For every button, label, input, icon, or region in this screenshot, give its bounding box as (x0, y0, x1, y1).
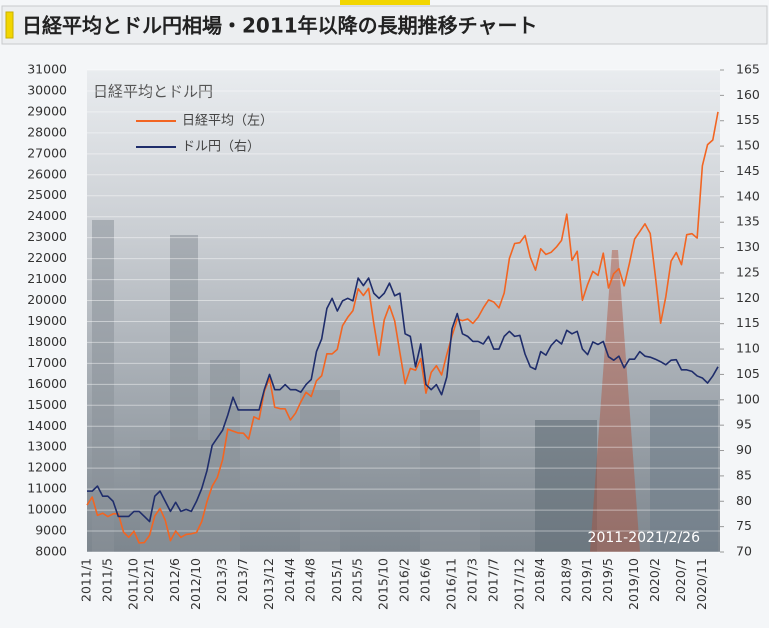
series-line (87, 277, 719, 523)
x-tick-label: 2017/3 (464, 558, 479, 602)
x-tick-label: 2019/5 (600, 558, 615, 602)
header-marker (5, 11, 14, 39)
x-tick-label: 2014/8 (303, 558, 318, 602)
y-tick-label: 12000 (27, 460, 67, 475)
y-tick-label: 15000 (27, 397, 67, 412)
tower (590, 250, 640, 552)
x-tick-label: 2016/2 (397, 558, 412, 602)
y-tick-label: 11000 (27, 481, 67, 496)
x-tick-label: 2019/10 (626, 558, 641, 610)
y-tick-label: 30000 (27, 82, 67, 97)
y-tick-label: 20000 (27, 292, 67, 307)
y2-tick-label: 105 (736, 366, 760, 381)
x-tick-label: 2014/4 (282, 558, 297, 602)
x-tick-label: 2012/6 (167, 558, 182, 602)
y-tick-label: 28000 (27, 124, 67, 139)
y-tick-label: 26000 (27, 166, 67, 181)
series-line (86, 111, 719, 544)
y2-tick-label: 140 (736, 188, 760, 203)
y2-tick-label: 120 (736, 290, 760, 305)
x-tick-label: 2012/1 (141, 558, 156, 602)
y-tick-label: 29000 (27, 103, 67, 118)
y2-tick-label: 150 (736, 138, 760, 153)
header-bar (1, 5, 768, 45)
y-tick-label: 31000 (27, 62, 67, 77)
y-tick-label: 22000 (27, 250, 67, 265)
y2-tick-label: 130 (736, 239, 760, 254)
x-tick-label: 2017/7 (485, 558, 500, 602)
x-tick-label: 2016/11 (444, 558, 459, 610)
y-tick-label: 21000 (27, 271, 67, 286)
y-tick-label: 23000 (27, 229, 67, 244)
x-tick-label: 2020/11 (694, 558, 709, 610)
y2-tick-label: 70 (736, 544, 752, 559)
y2-tick-label: 75 (736, 518, 752, 533)
x-tick-label: 2018/9 (558, 558, 573, 602)
y-tick-label: 24000 (27, 208, 67, 223)
y2-tick-label: 165 (736, 62, 760, 77)
x-tick-label: 2013/3 (214, 558, 229, 602)
x-tick-label: 2012/10 (188, 558, 203, 610)
x-tick-label: 2015/1 (329, 558, 344, 602)
y-tick-label: 25000 (27, 187, 67, 202)
y2-tick-label: 110 (736, 341, 760, 356)
y-tick-label: 17000 (27, 355, 67, 370)
y-tick-label: 27000 (27, 145, 67, 160)
y2-tick-label: 145 (736, 163, 760, 178)
y-tick-label: 14000 (27, 418, 67, 433)
x-tick-label: 2019/1 (579, 558, 594, 602)
y-tick-label: 8000 (35, 544, 67, 559)
y-tick-label: 18000 (27, 334, 67, 349)
legend-label: ドル円（右） (182, 140, 260, 155)
y-tick-label: 10000 (27, 502, 67, 517)
y2-tick-label: 100 (736, 391, 760, 406)
y-tick-label: 19000 (27, 313, 67, 328)
legend-label: 日経平均（左） (182, 114, 273, 129)
y2-tick-label: 90 (736, 442, 752, 457)
x-tick-label: 2015/5 (350, 558, 365, 602)
x-tick-label: 2020/7 (673, 558, 688, 602)
y2-tick-label: 160 (736, 87, 760, 102)
y2-tick-label: 85 (736, 467, 752, 482)
annotation: 2011-2021/2/26 (588, 530, 701, 546)
header-tab (340, 0, 430, 5)
x-tick-label: 2017/12 (511, 558, 526, 610)
page-title: 日経平均とドル円相場・2011年以降の長期推移チャート (22, 14, 537, 38)
x-tick-label: 2011/5 (99, 558, 114, 602)
y-tick-label: 9000 (35, 523, 67, 538)
y-tick-label: 16000 (27, 376, 67, 391)
x-tick-label: 2013/12 (261, 558, 276, 610)
chart-title: 日経平均とドル円 (93, 83, 213, 101)
x-tick-label: 2011/1 (79, 558, 94, 602)
y2-tick-label: 155 (736, 112, 760, 127)
y2-tick-label: 80 (736, 493, 752, 508)
x-tick-label: 2015/10 (376, 558, 391, 610)
y2-tick-label: 135 (736, 214, 760, 229)
x-tick-label: 2013/7 (235, 558, 250, 602)
x-tick-label: 2018/4 (532, 558, 547, 602)
x-tick-label: 2011/10 (125, 558, 140, 610)
y-tick-label: 13000 (27, 439, 67, 454)
x-tick-label: 2016/6 (417, 558, 432, 602)
y2-tick-label: 115 (736, 315, 760, 330)
x-tick-label: 2020/2 (647, 558, 662, 602)
y2-tick-label: 125 (736, 264, 760, 279)
y2-tick-label: 95 (736, 417, 752, 432)
